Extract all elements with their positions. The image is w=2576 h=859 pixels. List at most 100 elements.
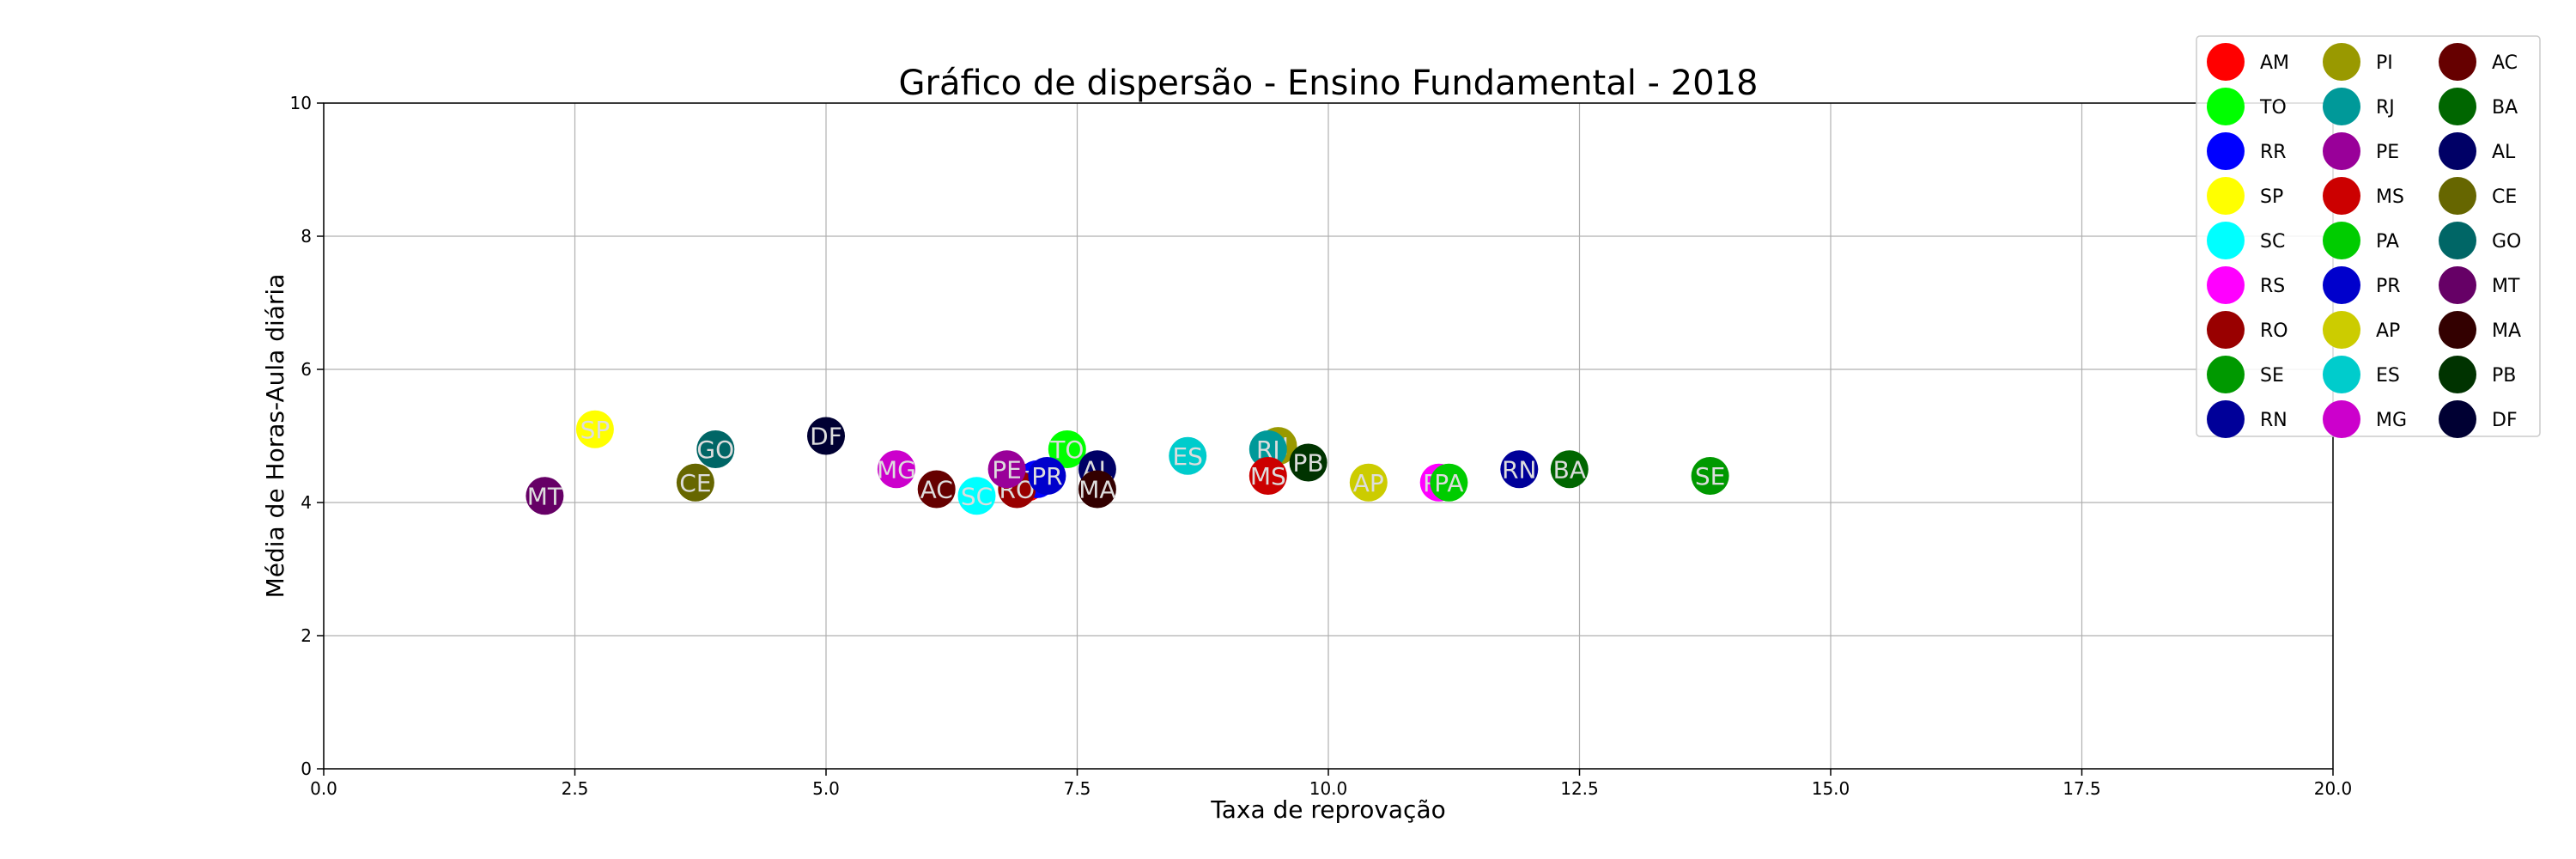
point-label-pb: PB: [1293, 449, 1324, 478]
legend-label-rj: RJ: [2376, 97, 2395, 119]
chart-title: Gráfico de dispersão - Ensino Fundamenta…: [899, 64, 1759, 103]
legend-label-mg: MG: [2376, 410, 2407, 431]
point-label-pa: PA: [1434, 469, 1463, 497]
point-label-df: DF: [810, 423, 842, 451]
x-tick-label: 15.0: [1812, 778, 1850, 799]
point-label-ba: BA: [1553, 455, 1586, 484]
legend-marker-rs: [2207, 266, 2245, 304]
legend-label-pe: PE: [2376, 142, 2399, 163]
legend-marker-pi: [2323, 43, 2360, 81]
legend-label-ac: AC: [2492, 52, 2518, 74]
point-rn: [1500, 450, 1539, 489]
legend-label-ro: RO: [2260, 320, 2288, 342]
legend-label-ms: MS: [2376, 186, 2404, 208]
legend-label-se: SE: [2260, 365, 2284, 387]
point-label-es: ES: [1172, 442, 1202, 471]
point-ce: [676, 463, 714, 502]
legend-label-sc: SC: [2260, 231, 2285, 253]
point-ms: [1249, 457, 1287, 495]
legend-label-go: GO: [2492, 231, 2521, 253]
point-label-sc: SC: [961, 482, 993, 510]
legend-marker-es: [2323, 356, 2360, 393]
y-tick-label: 2: [301, 625, 312, 646]
legend-label-am: AM: [2260, 52, 2289, 74]
legend-marker-al: [2439, 132, 2476, 170]
point-label-rn: RN: [1502, 455, 1536, 484]
point-label-sp: SP: [580, 416, 611, 444]
point-pa: [1430, 463, 1468, 502]
legend-marker-rj: [2323, 88, 2360, 125]
legend-frame: [2196, 35, 2541, 437]
point-pr: [1028, 457, 1066, 495]
point-rj: [1249, 430, 1287, 468]
legend-label-rn: RN: [2260, 410, 2287, 431]
legend-marker-ba: [2439, 88, 2476, 125]
points-layer: AMTORRSPSCRSROSERNPIRJPEMSPAPRAPESMGACBA…: [526, 410, 1729, 515]
x-tick-label: 0.0: [310, 778, 337, 799]
legend-marker-sc: [2207, 222, 2245, 259]
legend-label-to: TO: [2259, 97, 2287, 119]
y-axis-title: Média de Horas-Aula diária: [261, 274, 289, 599]
point-label-ac: AC: [920, 476, 953, 504]
legend-marker-ap: [2323, 311, 2360, 349]
legend-marker-go: [2439, 222, 2476, 259]
point-label-se: SE: [1695, 462, 1725, 490]
y-tick-label: 6: [301, 359, 312, 380]
legend-label-rs: RS: [2260, 276, 2285, 297]
legend-label-ap: AP: [2376, 320, 2400, 342]
point-to: [1048, 430, 1086, 468]
point-label-go: GO: [696, 436, 734, 464]
point-pe: [987, 450, 1026, 489]
legend-label-ba: BA: [2492, 97, 2518, 119]
grid-layer: [323, 102, 2334, 770]
legend-marker-am: [2207, 43, 2245, 81]
legend-marker-sp: [2207, 177, 2245, 215]
legend-label-al: AL: [2492, 142, 2516, 163]
point-es: [1169, 436, 1207, 475]
legend-marker-ac: [2439, 43, 2476, 81]
point-sp: [575, 410, 614, 448]
legend-marker-rn: [2207, 400, 2245, 438]
x-tick-label: 2.5: [562, 778, 589, 799]
point-ac: [917, 470, 956, 509]
point-mt: [526, 477, 564, 515]
x-tick-label: 10.0: [1309, 778, 1348, 799]
y-tick-label: 4: [301, 492, 312, 513]
point-label-ap: AP: [1353, 469, 1384, 497]
legend-label-es: ES: [2376, 365, 2400, 387]
legend-label-df: DF: [2492, 410, 2518, 431]
point-se: [1691, 457, 1729, 495]
point-go: [696, 430, 735, 468]
legend-marker-mg: [2323, 400, 2360, 438]
point-label-ms: MS: [1250, 462, 1286, 490]
point-label-mt: MT: [527, 482, 563, 510]
legend-marker-mt: [2439, 266, 2476, 304]
point-pb: [1289, 443, 1327, 482]
legend-marker-pb: [2439, 356, 2476, 393]
legend-label-ce: CE: [2492, 186, 2517, 208]
legend-marker-ce: [2439, 177, 2476, 215]
legend-label-rr: RR: [2260, 142, 2287, 163]
x-tick-label: 20.0: [2314, 778, 2353, 799]
legend-label-mt: MT: [2492, 276, 2520, 297]
legend-marker-ma: [2439, 311, 2476, 349]
legend-marker-pe: [2323, 132, 2360, 170]
x-axis-title: Taxa de reprovação: [1210, 795, 1446, 824]
legend-marker-rr: [2207, 132, 2245, 170]
legend-marker-ro: [2207, 311, 2245, 349]
y-tick-label: 8: [301, 226, 312, 247]
x-tick-label: 5.0: [812, 778, 840, 799]
point-ba: [1550, 450, 1589, 489]
legend-marker-to: [2207, 88, 2245, 125]
x-tick-label: 12.5: [1560, 778, 1599, 799]
point-label-ma: MA: [1078, 476, 1115, 504]
point-ap: [1349, 463, 1388, 502]
legend-label-ma: MA: [2492, 320, 2521, 342]
y-tick-label: 10: [290, 93, 312, 113]
y-tick-label: 0: [301, 758, 312, 779]
point-sc: [957, 477, 996, 515]
legend: AM TO RR SP SC RS RO SE RN PI RJ PE MS PA PR AP ES MG AC BA…: [2196, 35, 2541, 438]
legend-label-sp: SP: [2260, 186, 2283, 208]
legend-marker-se: [2207, 356, 2245, 393]
